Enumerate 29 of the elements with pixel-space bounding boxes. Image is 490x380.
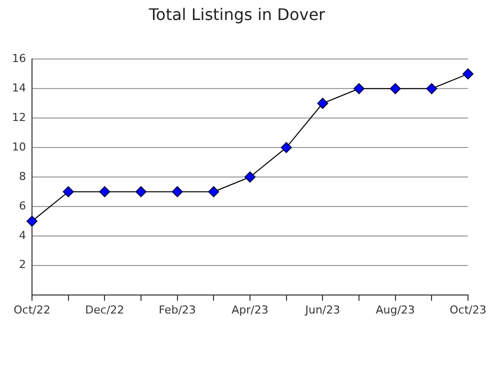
point <box>462 68 474 80</box>
y-tick-label: 2 <box>18 258 26 272</box>
point <box>172 186 183 198</box>
x-tick-label: Oct/22 <box>14 303 50 316</box>
x-tick-label: Oct/23 <box>450 303 486 316</box>
x-tick-label: Feb/23 <box>158 303 196 316</box>
chart-title: Total Listings in Dover <box>148 4 326 24</box>
point <box>99 186 110 198</box>
point <box>136 186 146 198</box>
y-tick-label: 8 <box>18 170 26 183</box>
point <box>426 83 438 94</box>
x-tick-label: Apr/23 <box>232 303 268 316</box>
point <box>26 216 38 227</box>
x-tick-label: Jun/23 <box>304 303 340 316</box>
y-tick-label: 12 <box>12 110 26 124</box>
y-tick-label: 16 <box>12 52 26 66</box>
y-tick-label: 4 <box>18 228 26 242</box>
point <box>208 186 220 198</box>
y-tick-label: 10 <box>12 140 26 154</box>
point <box>354 83 364 94</box>
y-tick-label: 6 <box>18 199 26 212</box>
point <box>280 142 292 154</box>
point <box>244 172 256 182</box>
y-tick-label: 14 <box>12 82 26 95</box>
x-tick-label: Aug/23 <box>376 303 415 316</box>
point <box>62 186 74 198</box>
point <box>317 98 328 109</box>
x-tick-label: Dec/22 <box>85 303 124 316</box>
point <box>390 83 401 94</box>
